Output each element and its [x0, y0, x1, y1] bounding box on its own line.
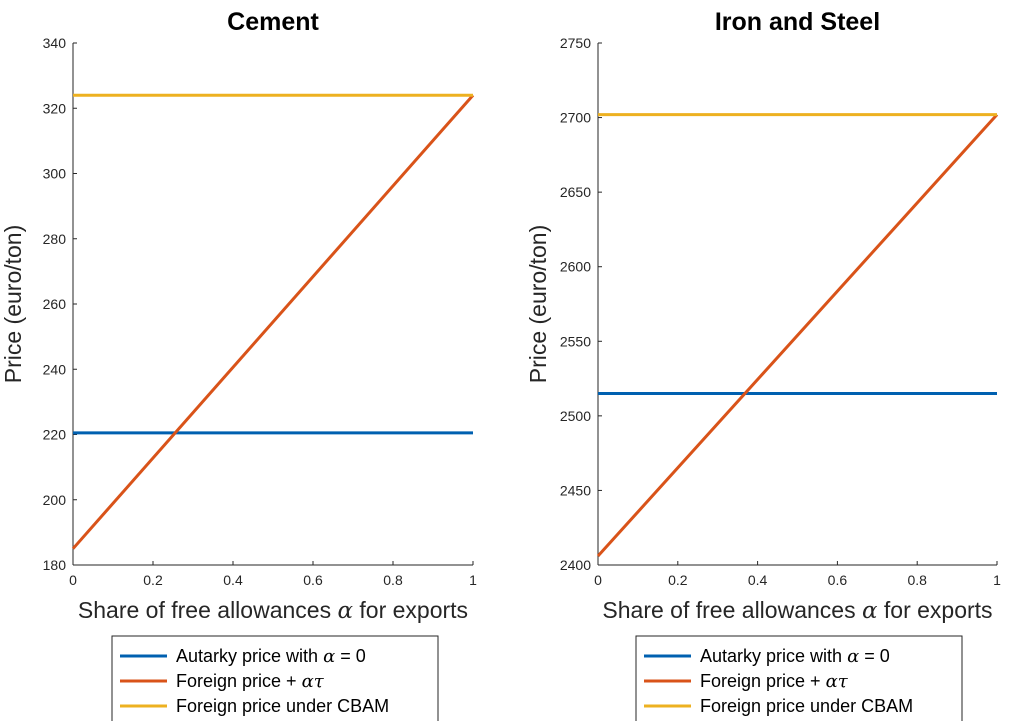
y-tick-label: 2600: [560, 259, 591, 275]
series-line-foreign: [71, 94, 475, 550]
y-tick-label: 240: [43, 361, 67, 377]
y-axis-label: Price (euro/ton): [525, 225, 551, 384]
y-tick-label: 200: [43, 492, 67, 508]
y-tick-label: 2750: [560, 35, 591, 51]
y-tick-label: 300: [43, 166, 67, 182]
legend: Autarky price with α = 0 Foreign price + …: [635, 635, 963, 721]
x-tick-label: 1: [993, 572, 1001, 588]
y-tick-label: 2550: [560, 333, 591, 349]
y-tick-label: 2400: [560, 557, 591, 573]
x-tick-label: 0: [594, 572, 602, 588]
legend-label: Autarky price with α = 0: [176, 646, 366, 667]
x-tick-label: 0.8: [383, 572, 403, 588]
x-tick-label: 0.2: [668, 572, 688, 588]
x-tick-label: 0.4: [748, 572, 768, 588]
y-tick-label: 180: [43, 557, 67, 573]
x-tick-label: 0.6: [828, 572, 848, 588]
legend: Autarky price with α = 0 Foreign price + …: [111, 635, 439, 721]
legend-label: Foreign price under CBAM: [176, 696, 389, 716]
x-axis-label: Share of free allowances α for exports: [78, 597, 468, 624]
x-tick-label: 0.6: [303, 572, 323, 588]
x-tick-label: 0: [69, 572, 77, 588]
x-tick-label: 0.4: [223, 572, 243, 588]
y-tick-label: 2650: [560, 184, 591, 200]
x-axis-label: Share of free allowances α for exports: [602, 597, 992, 624]
y-tick-label: 2700: [560, 110, 591, 126]
x-tick-label: 0.8: [907, 572, 927, 588]
panel-iron-and-steel: Iron and Steel 2400 2450 2500 2550 2600 2650 27…: [525, 8, 1001, 721]
panel-cement: Cement 180 200 220 240 260 280 300 320 340 0 0.2 0.4…: [0, 8, 477, 721]
y-axis-label: Price (euro/ton): [0, 225, 26, 384]
y-tick-label: 260: [43, 296, 67, 312]
legend-label: Foreign price under CBAM: [700, 696, 913, 716]
x-tick-label: 1: [469, 572, 477, 588]
y-tick-label: 340: [43, 35, 67, 51]
chart-title: Iron and Steel: [715, 8, 880, 36]
series-line-foreign: [596, 113, 999, 558]
y-tick-label: 2450: [560, 482, 591, 498]
x-tick-label: 0.2: [143, 572, 163, 588]
legend-label: Autarky price with α = 0: [700, 646, 890, 667]
legend-label: Foreign price + ατ: [700, 671, 849, 692]
y-tick-label: 220: [43, 427, 67, 443]
y-tick-label: 2500: [560, 408, 591, 424]
y-tick-label: 320: [43, 100, 67, 116]
y-tick-label: 280: [43, 231, 67, 247]
chart-title: Cement: [227, 8, 319, 36]
legend-label: Foreign price + ατ: [176, 671, 325, 692]
